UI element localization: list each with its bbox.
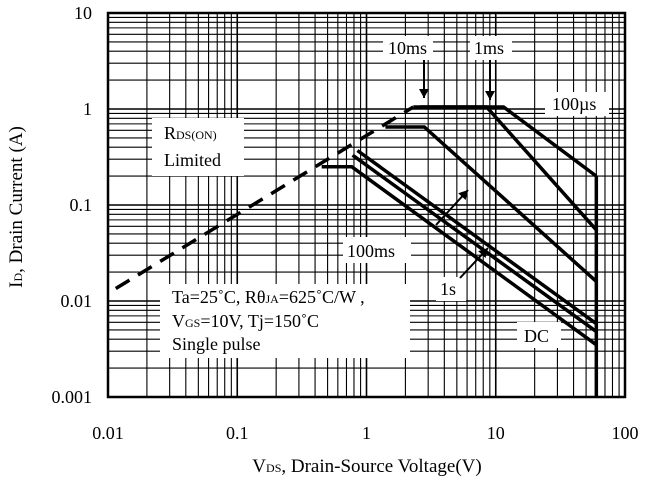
dc-label-bg bbox=[517, 322, 561, 348]
label-10ms: 10ms bbox=[388, 38, 427, 58]
rds-label-bg bbox=[152, 118, 244, 176]
y-tick-label: 0.001 bbox=[52, 387, 93, 407]
x-axis-title-sub: DS bbox=[266, 461, 281, 475]
conditions-line2: VGS=10V, Tj=150˚C bbox=[172, 311, 319, 331]
ms1-label-bg bbox=[470, 36, 512, 60]
label-1s: 1s bbox=[440, 279, 456, 299]
arrow-100ms-head bbox=[458, 190, 468, 201]
y-axis-title-rest: , Drain Current (A) bbox=[6, 126, 27, 273]
y-tick-label: 0.01 bbox=[61, 291, 93, 311]
y-axis-title-main: I bbox=[6, 282, 27, 288]
x-tick-label: 100 bbox=[612, 423, 639, 443]
y-tick-label: 0.1 bbox=[70, 195, 93, 215]
rds-label-sub: DS(ON) bbox=[176, 128, 217, 142]
label-100ms: 100ms bbox=[347, 241, 395, 261]
conditions-box bbox=[160, 284, 410, 358]
conditions-line1-a: Ta=25˚C, R bbox=[172, 287, 257, 307]
ms100-label-bg bbox=[343, 237, 411, 263]
conditions-line2-b: =10V, Tj=150˚C bbox=[200, 311, 319, 331]
label-100us: 100µs bbox=[552, 94, 596, 114]
x-axis-title-rest: , Drain-Source Voltage(V) bbox=[281, 456, 481, 477]
curve-1s bbox=[351, 153, 598, 334]
us100-label-bg bbox=[545, 92, 609, 116]
rds-label-line2: Limited bbox=[164, 150, 221, 170]
curve-100ms bbox=[356, 149, 598, 326]
curve-10ms bbox=[385, 125, 598, 283]
conditions-line1-sub: JA bbox=[266, 292, 280, 306]
arrow-1s-head bbox=[478, 248, 488, 258]
rds-on-limit-line bbox=[114, 105, 415, 290]
tick-labels: 0.01 0.1 1 10 100 0.001 0.01 0.1 1 10 bbox=[52, 3, 639, 443]
curves bbox=[114, 105, 599, 397]
rds-label-main: R bbox=[164, 123, 176, 143]
x-axis-title: VDS, Drain-Source Voltage(V) bbox=[252, 456, 481, 477]
rds-label-line1: RDS(ON) bbox=[164, 123, 217, 143]
label-dc: DC bbox=[524, 326, 549, 346]
plot-frame bbox=[106, 11, 627, 399]
y-axis-title-sub: D bbox=[11, 273, 25, 282]
x-tick-label: 10 bbox=[487, 423, 505, 443]
conditions-line3: Single pulse bbox=[172, 334, 261, 354]
x-tick-label: 0.1 bbox=[226, 423, 249, 443]
conditions-line1-b: =625˚C/W , bbox=[279, 287, 365, 307]
x-tick-label: 0.01 bbox=[92, 423, 124, 443]
y-tick-label: 10 bbox=[74, 3, 92, 23]
x-axis-title-main: V bbox=[252, 456, 266, 477]
x-tick-label: 1 bbox=[362, 423, 371, 443]
conditions-line1: Ta=25˚C, RθJA=625˚C/W , bbox=[172, 287, 365, 307]
arrow-1ms-head bbox=[485, 91, 495, 100]
y-axis-title: ID, Drain Current (A) bbox=[6, 126, 27, 288]
curve-1ms bbox=[420, 105, 598, 232]
conditions-line2-main: V bbox=[172, 311, 185, 331]
conditions-line2-sub: GS bbox=[185, 316, 200, 330]
label-1ms: 1ms bbox=[474, 38, 504, 58]
y-tick-label: 1 bbox=[83, 99, 92, 119]
label-backgrounds bbox=[152, 36, 609, 358]
curve-dc bbox=[321, 165, 598, 347]
arrow-10ms-head bbox=[419, 89, 429, 98]
s1-label-bg bbox=[436, 277, 466, 301]
label-arrows bbox=[419, 60, 495, 279]
ms10-label-bg bbox=[383, 36, 433, 60]
conditions-line1-theta: θ bbox=[257, 287, 266, 307]
